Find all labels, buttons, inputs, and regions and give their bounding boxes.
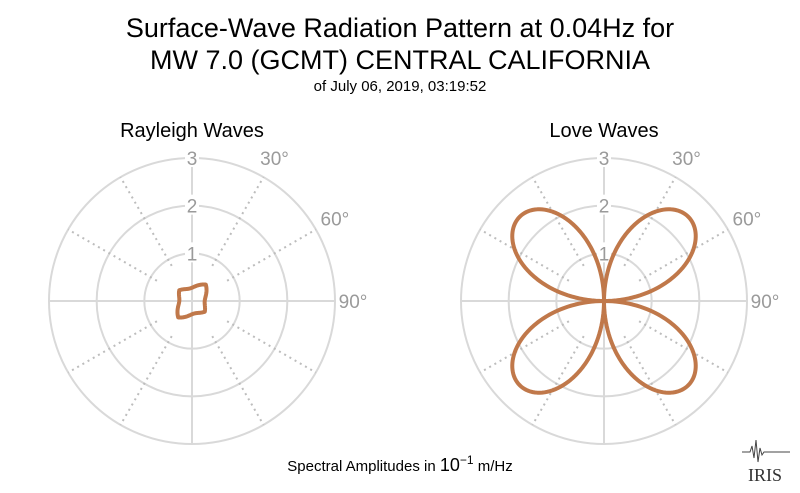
chart-subtitle: of July 06, 2019, 03:19:52 [314, 78, 487, 95]
angle-tick-label: 30° [672, 149, 701, 170]
chart-title-line1: Surface-Wave Radiation Pattern at 0.04Hz… [126, 13, 674, 43]
radial-tick-label-bg [597, 147, 611, 167]
angular-gridline [638, 320, 729, 374]
units-base: 10 [440, 455, 460, 475]
angle-tick-label: 60° [321, 210, 350, 231]
iris-logo: IRIS [742, 439, 790, 485]
angle-tick-label: 90° [339, 292, 368, 313]
angular-gridline [531, 335, 585, 426]
angular-gridline [479, 320, 570, 374]
angular-gridline [226, 228, 317, 282]
radial-tick-label-bg [185, 194, 199, 215]
radial-tick-label-bg [185, 242, 199, 263]
units-exponent: −1 [460, 453, 474, 467]
rayleigh-polar-plot: Rayleigh Waves 1 2 3 30° 60° 90° [48, 120, 368, 445]
angular-gridline [67, 228, 158, 282]
angular-gridline [531, 176, 585, 267]
radial-tick-label: 1 [187, 244, 198, 265]
units-prefix: Spectral Amplitudes in [287, 458, 440, 475]
panel-title: Rayleigh Waves [120, 120, 264, 142]
iris-logo-text: IRIS [748, 465, 782, 485]
radial-tick-label: 1 [599, 244, 610, 265]
angular-gridline [623, 176, 677, 267]
angular-gridline [211, 176, 265, 267]
radial-tick-label-bg [185, 147, 199, 167]
angle-tick-label: 60° [733, 210, 762, 231]
radial-tick-label-bg [597, 194, 611, 215]
radiation-pattern-curve [175, 282, 209, 320]
radial-tick-label: 3 [187, 149, 198, 170]
radial-tick-label-bg [597, 242, 611, 263]
angular-gridline [226, 320, 317, 374]
angular-gridline [211, 335, 265, 426]
amplitude-units-label: Spectral Amplitudes in 10−1 m/Hz [287, 453, 512, 475]
angular-gridline [67, 320, 158, 374]
angular-gridline [119, 335, 173, 426]
angle-tick-label: 90° [751, 292, 780, 313]
radial-tick-label: 2 [187, 197, 198, 218]
radial-tick-label: 2 [599, 197, 610, 218]
radial-tick-label: 3 [599, 149, 610, 170]
angle-tick-label: 30° [260, 149, 289, 170]
love-polar-plot: Love Waves 1 2 3 30° 60° 90° [460, 120, 780, 445]
angular-gridline [119, 176, 173, 267]
units-suffix: m/Hz [474, 458, 513, 475]
chart-title-line2: MW 7.0 (GCMT) CENTRAL CALIFORNIA [150, 45, 650, 75]
panel-title: Love Waves [549, 120, 658, 142]
angular-gridline [638, 228, 729, 282]
radiation-pattern-curve [510, 207, 698, 395]
seismogram-icon [742, 439, 790, 463]
angular-gridline [623, 335, 677, 426]
angular-gridline [479, 228, 570, 282]
